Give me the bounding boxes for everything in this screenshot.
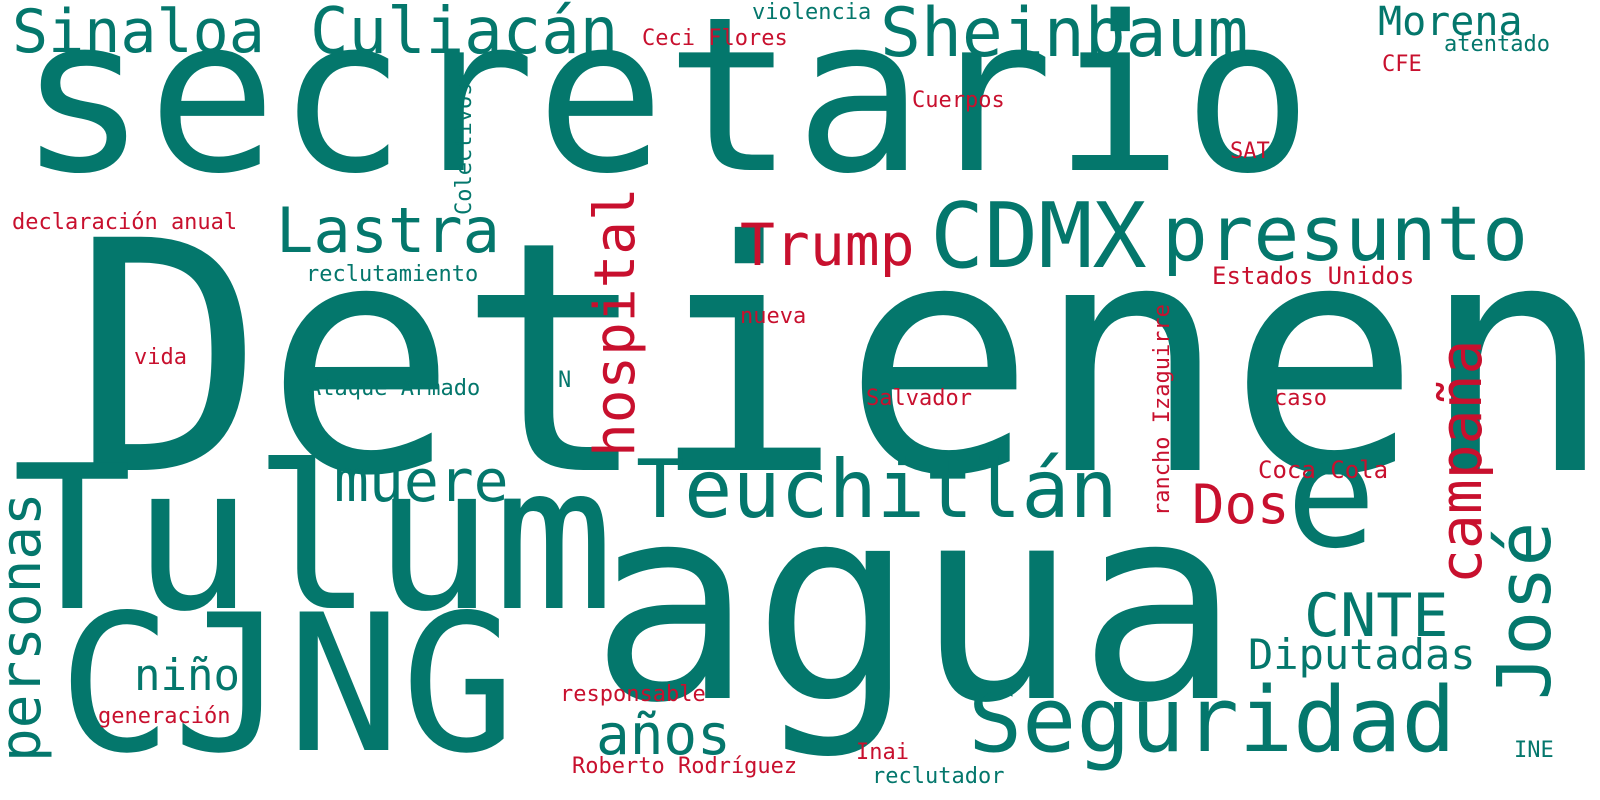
word-e: e bbox=[1286, 408, 1377, 582]
word-reclutamiento: reclutamiento bbox=[306, 262, 479, 287]
word-diputadas: Diputadas bbox=[1248, 630, 1476, 679]
word-nino: niño bbox=[134, 650, 240, 701]
word-presunto: presunto bbox=[1162, 189, 1529, 278]
word-teuchitlan: Teuchitlán bbox=[636, 443, 1118, 536]
word-sheinbaum: Sheinbaum bbox=[880, 0, 1249, 73]
word-nueva: nueva bbox=[740, 304, 807, 329]
word-dos: Dos bbox=[1192, 473, 1290, 536]
word-tulum: Tulum bbox=[12, 423, 615, 656]
word-cjng: CJNG bbox=[58, 574, 516, 795]
word-anos: años bbox=[596, 703, 731, 768]
word-culiacan: Culiacán bbox=[310, 0, 619, 69]
word-declaracion-anual: declaración anual bbox=[12, 210, 238, 235]
word-salvador: Salvador bbox=[866, 386, 972, 411]
word-generacion: generación bbox=[98, 704, 231, 729]
word-cdmx: CDMX bbox=[930, 184, 1147, 289]
word-estados-unidos: Estados Unidos bbox=[1212, 262, 1415, 290]
word-n: N bbox=[558, 368, 572, 393]
word-coca-cola: Coca Cola bbox=[1258, 456, 1389, 484]
word-morena: Morena bbox=[1378, 0, 1523, 45]
word-muere: muere bbox=[334, 447, 509, 515]
word-lastra: Lastra bbox=[276, 194, 500, 267]
word-seguridad: Seguridad bbox=[968, 668, 1456, 773]
word-cnte: CNTE bbox=[1304, 581, 1449, 651]
word-cfe: CFE bbox=[1382, 52, 1422, 77]
word-hospital: hospital bbox=[583, 187, 648, 457]
word-jose: José bbox=[1482, 521, 1568, 700]
word-trump: Trump bbox=[740, 211, 915, 279]
word-ataque-armado: Ataque Armado bbox=[308, 376, 481, 401]
word-agua: agua bbox=[590, 447, 1241, 762]
word-personas: personas bbox=[0, 492, 54, 762]
word-ceci-flores: Ceci Flores bbox=[642, 26, 788, 51]
word-inai: Inai bbox=[856, 740, 909, 765]
word-rancho-izaguirre: rancho Izaguirre bbox=[1150, 304, 1175, 516]
word-sat: SAT bbox=[1230, 139, 1270, 164]
word-reclutador: reclutador bbox=[872, 764, 1005, 789]
word-roberto-rodriguez: Roberto Rodríguez bbox=[572, 754, 798, 779]
word-detienen: Detienen bbox=[72, 174, 1600, 546]
word-violencia: violencia bbox=[752, 0, 872, 25]
word-vida: vida bbox=[134, 345, 187, 370]
word-ine: INE bbox=[1514, 738, 1554, 763]
word-sinaloa: Sinaloa bbox=[12, 0, 265, 67]
word-cuerpos: Cuerpos bbox=[912, 88, 1005, 113]
word-atentado: atentado bbox=[1444, 32, 1550, 57]
word-secretario: secretario bbox=[18, 0, 1313, 221]
word-caso: caso bbox=[1274, 386, 1327, 411]
word-responsable: responsable bbox=[560, 682, 706, 707]
